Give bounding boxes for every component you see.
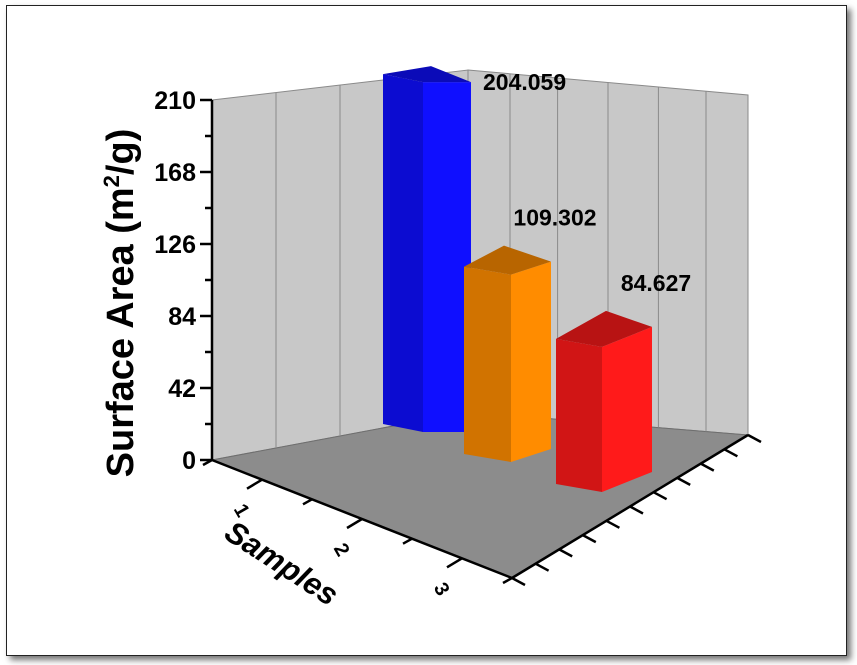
- bar: [383, 66, 471, 432]
- bar: [556, 310, 652, 492]
- depth-tick: [605, 519, 620, 529]
- x-tick-label: 2: [329, 540, 354, 561]
- bar-side-face: [423, 82, 471, 432]
- bar-front-face: [383, 74, 423, 432]
- y-tick-label: 168: [154, 159, 196, 187]
- bars: [383, 66, 652, 492]
- y-tick-label: 0: [182, 447, 196, 475]
- depth-tick: [535, 562, 550, 572]
- depth-tick: [511, 576, 526, 587]
- y-tick-label: 42: [168, 375, 196, 403]
- bar-top-face: [383, 66, 471, 83]
- x-minor-tick: [502, 576, 513, 585]
- labels: 204.059 109.302 84.627: [483, 69, 691, 296]
- depth-tick: [629, 505, 644, 515]
- bar-top-face: [556, 310, 652, 347]
- x-axis-title: Samples: [219, 514, 345, 613]
- depth-tick: [582, 533, 597, 544]
- bar: [464, 245, 551, 462]
- y-tick-label: 126: [154, 231, 196, 259]
- x-major-tick: [346, 517, 363, 530]
- depth-tick: [653, 491, 668, 501]
- x-minor-tick: [302, 498, 313, 506]
- depth-tick: [747, 433, 762, 444]
- bar-side-face: [602, 326, 652, 492]
- x-major-tick: [446, 557, 463, 569]
- depth-tick: [700, 462, 715, 472]
- y-tick-label: 84: [168, 303, 196, 331]
- depth-tick: [558, 548, 573, 558]
- data-label: 109.302: [513, 205, 596, 231]
- y-axis-title-superscript: 2: [99, 175, 124, 187]
- y-tick-label: 210: [154, 87, 196, 115]
- bar-side-face: [511, 261, 551, 462]
- bar-front-face: [464, 266, 511, 462]
- data-label: 204.059: [483, 69, 566, 95]
- bar-front-face: [556, 338, 602, 492]
- bar-top-face: [464, 245, 551, 275]
- x-major-tick: [246, 478, 263, 490]
- x-tick-label: 3: [429, 579, 454, 600]
- data-label: 84.627: [621, 270, 691, 296]
- depth-tick: [676, 476, 691, 487]
- y-axis-title: Surface Area (m2/g): [99, 129, 142, 478]
- depth-tick: [723, 448, 738, 458]
- x-minor-tick: [402, 537, 413, 545]
- x-minor-tick: [202, 458, 213, 467]
